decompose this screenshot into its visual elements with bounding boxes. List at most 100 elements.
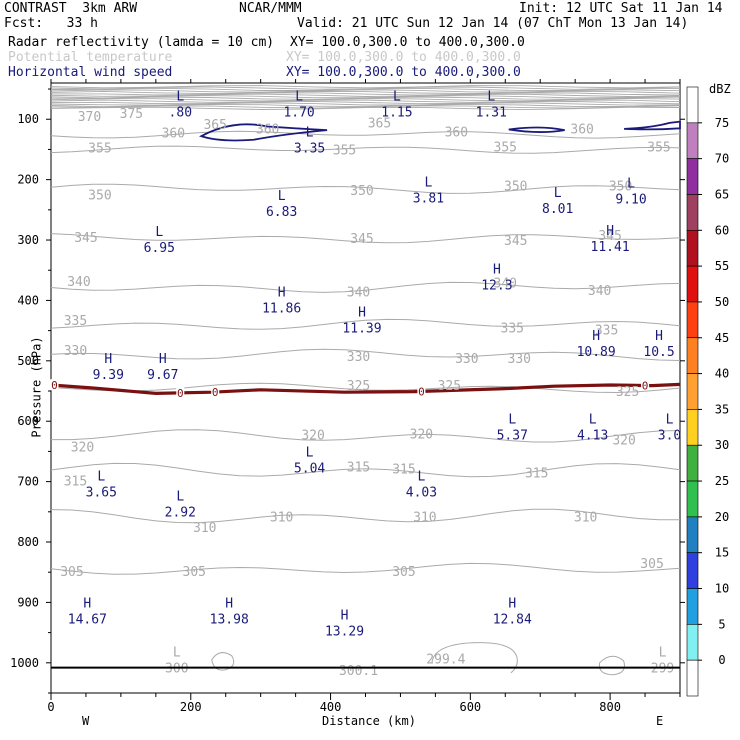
- colorbar-segment: [686, 373, 699, 410]
- wind-extremum-marker: H: [104, 352, 112, 367]
- colorbar-segment: [686, 588, 699, 625]
- colorbar-segment: [686, 444, 699, 482]
- y-tick-label: 500: [17, 354, 39, 368]
- zero-dbz-contour: [50, 382, 681, 396]
- theta-contour: [50, 382, 681, 394]
- surface-theta-value: 299.4: [426, 653, 465, 668]
- theta-label: 330: [64, 344, 87, 359]
- colorbar-label: 20: [715, 510, 729, 524]
- y-tick-label: 800: [17, 535, 39, 549]
- wind-extremum-marker: H: [606, 224, 614, 239]
- wind-extremum-marker: L: [176, 90, 184, 105]
- y-tick-label: 900: [17, 595, 39, 609]
- theta-contour: [50, 89, 681, 93]
- colorbar-label: 25: [715, 474, 729, 488]
- theta-contour: [50, 106, 681, 111]
- wind-extremum-marker: L: [306, 445, 314, 460]
- wind-extremum-marker: L: [666, 412, 674, 427]
- theta-label: 355: [333, 143, 356, 158]
- colorbar-segment: [686, 409, 699, 446]
- wind-extremum-value: 5.37: [497, 428, 528, 443]
- theta-label: 315: [525, 467, 548, 482]
- wind-extremum-value: .80: [169, 106, 192, 121]
- theta-label: 305: [392, 565, 415, 580]
- wind-extremum-value: 5.04: [294, 461, 325, 476]
- colorbar-segment: [686, 659, 699, 697]
- field-wind: Horizontal wind speed: [8, 65, 173, 80]
- x-tick-label: 400: [320, 700, 342, 714]
- theta-label: 330: [347, 350, 370, 365]
- zero-label-bg: [50, 379, 59, 391]
- colorbar-segment: [686, 552, 699, 589]
- surface-theta-value: 300: [165, 662, 188, 677]
- x-tick-label: 800: [599, 700, 621, 714]
- wind-extremum-marker: H: [493, 262, 501, 277]
- colorbar-label: 5: [718, 617, 725, 631]
- theta-label: 350: [609, 180, 632, 195]
- wind-extremum-value: 6.83: [266, 205, 297, 220]
- colorbar-segment: [686, 86, 699, 124]
- east-label: E: [656, 714, 664, 728]
- wind-extremum-marker: L: [417, 470, 425, 485]
- forecast-hour: Fcst: 33 h: [4, 16, 98, 31]
- wind-extremum-value: 1.70: [283, 106, 314, 121]
- wind-extremum-value: 13.98: [210, 612, 249, 627]
- theta-label: 345: [74, 231, 97, 246]
- x-axis-label: Distance (km): [322, 714, 416, 728]
- wind-extremum-marker: H: [655, 329, 663, 344]
- wind-extremum-value: 11.39: [342, 321, 381, 336]
- wind-extremum-value: 8.01: [542, 202, 573, 217]
- wind-extremum-marker: L: [97, 470, 105, 485]
- colorbar-segment: [686, 122, 699, 159]
- wind-extremum-marker: L: [306, 125, 314, 140]
- colorbar-segment: [686, 265, 699, 303]
- theta-contour: [50, 281, 681, 293]
- theta-label: 345: [350, 232, 373, 247]
- theta-label: 325: [347, 379, 370, 394]
- theta-label: 310: [270, 511, 293, 526]
- wind-extremum-value: 9.10: [615, 193, 646, 208]
- theta-label: 315: [64, 474, 87, 489]
- contour-labels: 0 0 0 0 0 370 375 360 365 360 365 360 360 355 355 355 35…: [50, 90, 681, 679]
- x-tick-label: 600: [459, 700, 481, 714]
- x-tick-label: 200: [180, 700, 202, 714]
- colorbar-label: 60: [715, 223, 729, 237]
- reflectivity-contours: [50, 120, 681, 396]
- wind-extremum-value: 10.89: [577, 345, 616, 360]
- colorbar-label: 30: [715, 438, 729, 452]
- theta-label: 310: [574, 511, 597, 526]
- colorbar-label: 0: [718, 653, 725, 667]
- theta-label: 305: [183, 565, 206, 580]
- reflectivity-contour: [508, 126, 565, 133]
- theta-label: 370: [78, 110, 101, 125]
- west-label: W: [82, 714, 90, 728]
- theta-label: 340: [494, 276, 517, 291]
- colorbar-label: 15: [715, 546, 729, 560]
- theta-label: 350: [350, 184, 373, 199]
- theta-contour: [50, 233, 681, 244]
- theta-contour: [598, 655, 626, 676]
- theta-contour: [50, 183, 681, 194]
- colorbar-segment: [686, 194, 699, 231]
- y-tick-label: 200: [17, 173, 39, 187]
- zero-contour-label: 0: [177, 387, 184, 400]
- theta-label: 325: [616, 385, 639, 400]
- theta-label: 340: [347, 285, 370, 300]
- wind-extremum-value: 14.67: [68, 612, 107, 627]
- theta-label: 350: [88, 189, 111, 204]
- wind-extremum-value: 4.03: [406, 486, 437, 501]
- theta-contour: [51, 92, 681, 96]
- theta-label: 315: [347, 461, 370, 476]
- wind-extremum-marker: L: [589, 412, 597, 427]
- colorbar-label: 35: [715, 402, 729, 416]
- zero-contour-label: 0: [51, 379, 58, 392]
- theta-label: 345: [504, 234, 527, 249]
- wind-extremum-marker: L: [278, 189, 286, 204]
- colorbar-segment: [686, 158, 699, 195]
- wind-extremum-marker: L: [393, 90, 401, 105]
- wind-extremum-value: 3.65: [86, 486, 117, 501]
- wind-extremum-marker: H: [341, 609, 349, 624]
- theta-contour: [50, 462, 681, 478]
- colorbar-segment: [686, 337, 699, 374]
- reflectivity-contour: [624, 120, 681, 131]
